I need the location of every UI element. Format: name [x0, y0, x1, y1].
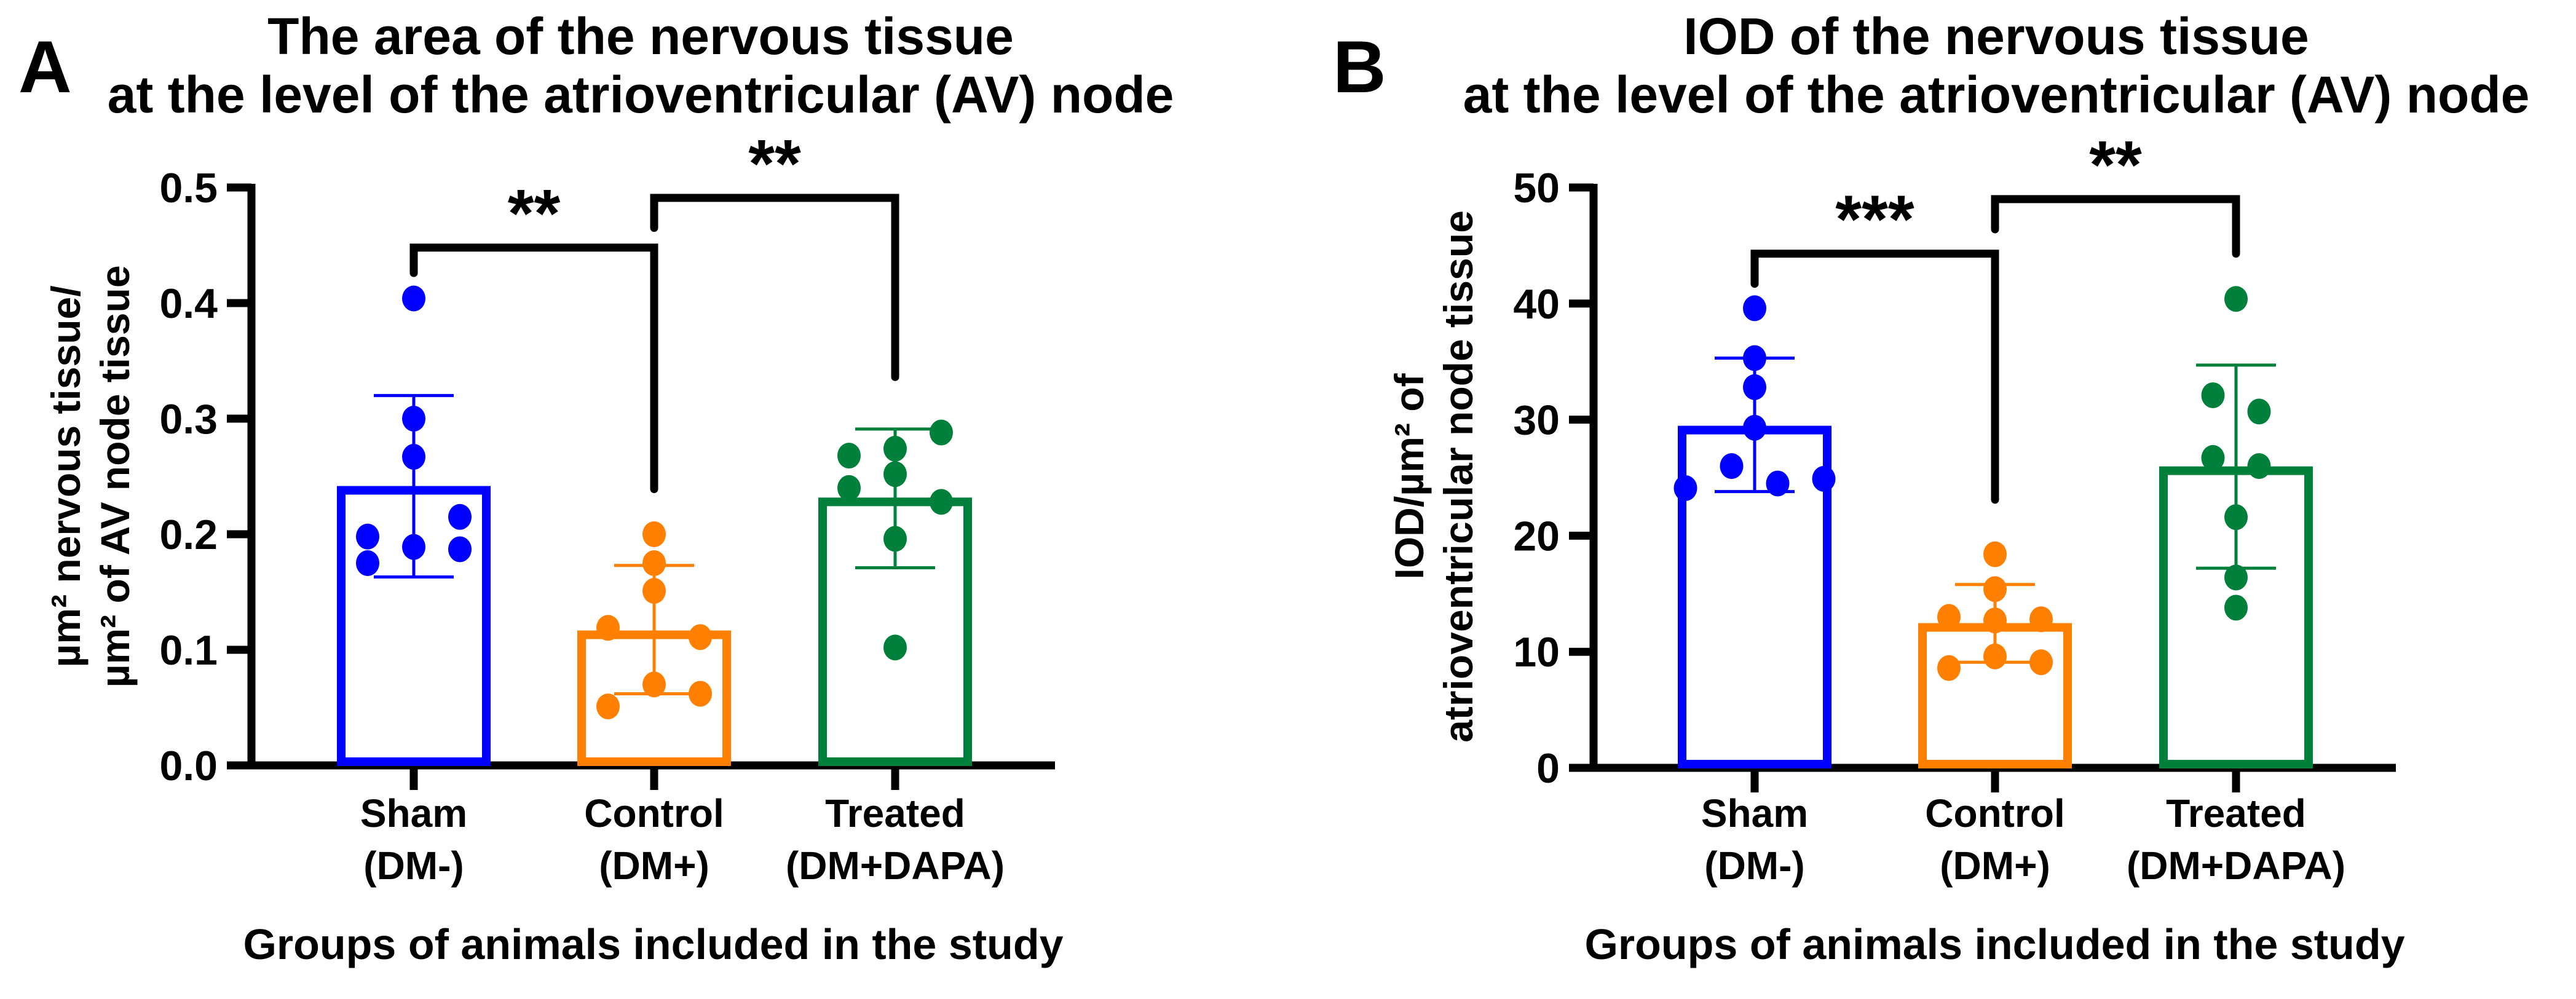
- y-tick-label: 10: [1513, 629, 1560, 676]
- data-point: [642, 521, 666, 547]
- data-point: [448, 503, 472, 530]
- x-tick-label: Control: [584, 791, 724, 835]
- x-tick-label: Treated: [825, 791, 965, 835]
- data-point: [1743, 414, 1766, 441]
- significance-label: **: [748, 126, 801, 202]
- panel-letter: A: [18, 26, 72, 108]
- data-point: [883, 461, 907, 488]
- y-axis-label-line: atrioventricular node tissue: [1436, 210, 1481, 743]
- significance-label: **: [2089, 127, 2142, 203]
- x-tick-label: Sham: [360, 791, 467, 835]
- y-axis-label-line: µm² of AV node tissue: [92, 265, 138, 687]
- data-point: [2029, 606, 2053, 633]
- x-tick-label: (DM-): [1704, 843, 1804, 888]
- y-tick-label: 0.1: [159, 627, 218, 674]
- data-point: [402, 534, 425, 560]
- significance-label: ***: [1835, 182, 1914, 258]
- data-point: [883, 526, 907, 552]
- x-axis-label: Groups of animals included in the study: [1584, 920, 2404, 968]
- data-point: [883, 435, 907, 462]
- data-point: [2224, 504, 2248, 531]
- data-point: [2247, 453, 2271, 480]
- data-point: [1812, 465, 1836, 492]
- x-axis-label: Groups of animals included in the study: [243, 920, 1063, 968]
- x-tick-label: Treated: [2166, 791, 2306, 835]
- x-tick-label: (DM-): [363, 843, 464, 888]
- y-tick-label: 0.5: [159, 165, 218, 211]
- data-point: [2224, 286, 2248, 312]
- chart-title-line: The area of the nervous tissue: [267, 7, 1014, 65]
- y-tick-label: 0.4: [159, 280, 218, 327]
- data-point: [402, 444, 425, 470]
- data-point: [402, 406, 425, 432]
- data-point: [1743, 295, 1766, 322]
- data-point: [689, 681, 712, 707]
- data-point: [930, 489, 953, 515]
- data-point: [1720, 453, 1744, 480]
- y-tick-label: 0.2: [159, 511, 218, 558]
- significance-bracket: [1750, 250, 1999, 504]
- data-point: [356, 550, 379, 576]
- data-point: [1983, 607, 2007, 634]
- data-point: [1937, 604, 1961, 630]
- data-point: [642, 550, 666, 576]
- y-tick-label: 20: [1513, 513, 1560, 559]
- data-point: [1983, 541, 2007, 567]
- data-point: [930, 419, 953, 446]
- data-point: [883, 634, 907, 661]
- chart-title-line: at the level of the atrioventricular (AV…: [108, 66, 1174, 124]
- x-tick-label: (DM+): [1940, 843, 2050, 888]
- data-point: [837, 475, 861, 501]
- data-point: [1983, 643, 2007, 669]
- y-axis-label-line: µm² nervous tissue/: [43, 285, 89, 667]
- data-point: [1743, 374, 1766, 400]
- data-point: [2201, 444, 2225, 471]
- x-tick-label: (DM+DAPA): [2127, 843, 2345, 888]
- data-point: [642, 578, 666, 604]
- data-point: [1766, 470, 1790, 497]
- y-tick-label: 0.3: [159, 396, 218, 443]
- data-point: [402, 285, 425, 312]
- significance-bracket: [650, 194, 899, 381]
- data-point: [2224, 594, 2248, 621]
- chart-title-line: at the level of the atrioventricular (AV…: [1463, 66, 2530, 124]
- data-point: [1937, 655, 1961, 681]
- y-tick-label: 0: [1536, 745, 1560, 792]
- data-point: [356, 523, 379, 550]
- data-point: [2201, 382, 2225, 408]
- data-point: [2224, 564, 2248, 591]
- data-point: [1983, 576, 2007, 602]
- significance-bracket: [1991, 195, 2240, 258]
- x-tick-label: (DM+DAPA): [786, 843, 1005, 888]
- x-tick-label: (DM+): [599, 843, 709, 888]
- significance-label: **: [508, 176, 561, 251]
- chart-title-line: IOD of the nervous tissue: [1683, 7, 2309, 65]
- data-point: [689, 624, 712, 650]
- x-tick-label: Sham: [1701, 791, 1808, 835]
- y-tick-label: 50: [1513, 165, 1560, 211]
- y-tick-label: 30: [1513, 397, 1560, 444]
- data-point: [1743, 345, 1766, 371]
- panel-letter: B: [1333, 26, 1386, 108]
- y-tick-label: 40: [1513, 281, 1560, 328]
- data-point: [596, 693, 620, 720]
- significance-bracket: [409, 243, 658, 494]
- y-tick-label: 0.0: [159, 743, 218, 789]
- x-tick-label: Control: [1925, 791, 2065, 835]
- data-point: [596, 615, 620, 641]
- data-point: [642, 671, 666, 698]
- data-point: [2029, 649, 2053, 676]
- data-point: [1673, 475, 1697, 501]
- data-point: [2247, 398, 2271, 425]
- y-axis-label-line: IOD/µm² of: [1386, 373, 1432, 579]
- data-point: [837, 443, 861, 469]
- data-point: [448, 536, 472, 563]
